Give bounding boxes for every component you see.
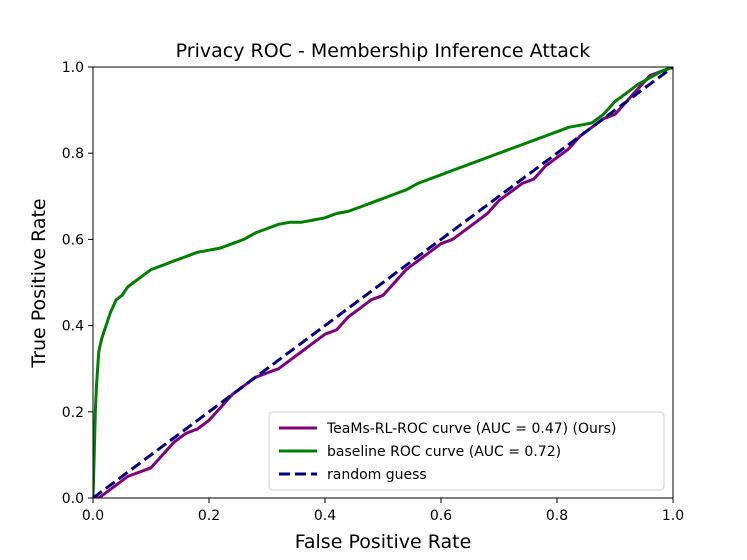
series-line-0 — [93, 67, 673, 498]
plot-frame — [92, 66, 674, 499]
legend-label-0: TeaMs-RL-ROC curve (AUC = 0.47) (Ours) — [326, 421, 616, 437]
y-tick-label: 1.0 — [62, 60, 84, 76]
y-axis-label: True Positive Rate — [28, 198, 50, 368]
x-tick-label: 0.8 — [546, 508, 568, 524]
y-tick-label: 0.2 — [62, 405, 84, 421]
x-tick-label: 1.0 — [662, 508, 684, 524]
x-tick-label: 0.0 — [82, 508, 104, 524]
legend-box — [268, 411, 665, 491]
legend-label-1: baseline ROC curve (AUC = 0.72) — [327, 444, 561, 460]
x-axis-label: False Positive Rate — [295, 531, 472, 553]
series-layer — [93, 67, 673, 498]
y-tick-label: 0.0 — [62, 491, 84, 507]
y-axis: 0.0 0.2 0.4 0.6 0.8 1.0 — [62, 60, 93, 507]
y-tick-label: 0.8 — [62, 146, 84, 162]
x-tick-label: 0.6 — [430, 508, 452, 524]
x-axis: 0.0 0.2 0.4 0.6 0.8 1.0 — [82, 498, 684, 524]
legend-label-2: random guess — [327, 467, 427, 483]
legend: TeaMs-RL-ROC curve (AUC = 0.47) (Ours) ba… — [268, 411, 665, 491]
series-line-1 — [93, 67, 673, 498]
y-tick-label: 0.4 — [62, 319, 84, 335]
series-line-2 — [93, 67, 673, 498]
chart-title: Privacy ROC - Membership Inference Attac… — [176, 40, 591, 62]
x-tick-label: 0.2 — [198, 508, 220, 524]
x-tick-label: 0.4 — [314, 508, 336, 524]
y-tick-label: 0.6 — [62, 232, 84, 248]
